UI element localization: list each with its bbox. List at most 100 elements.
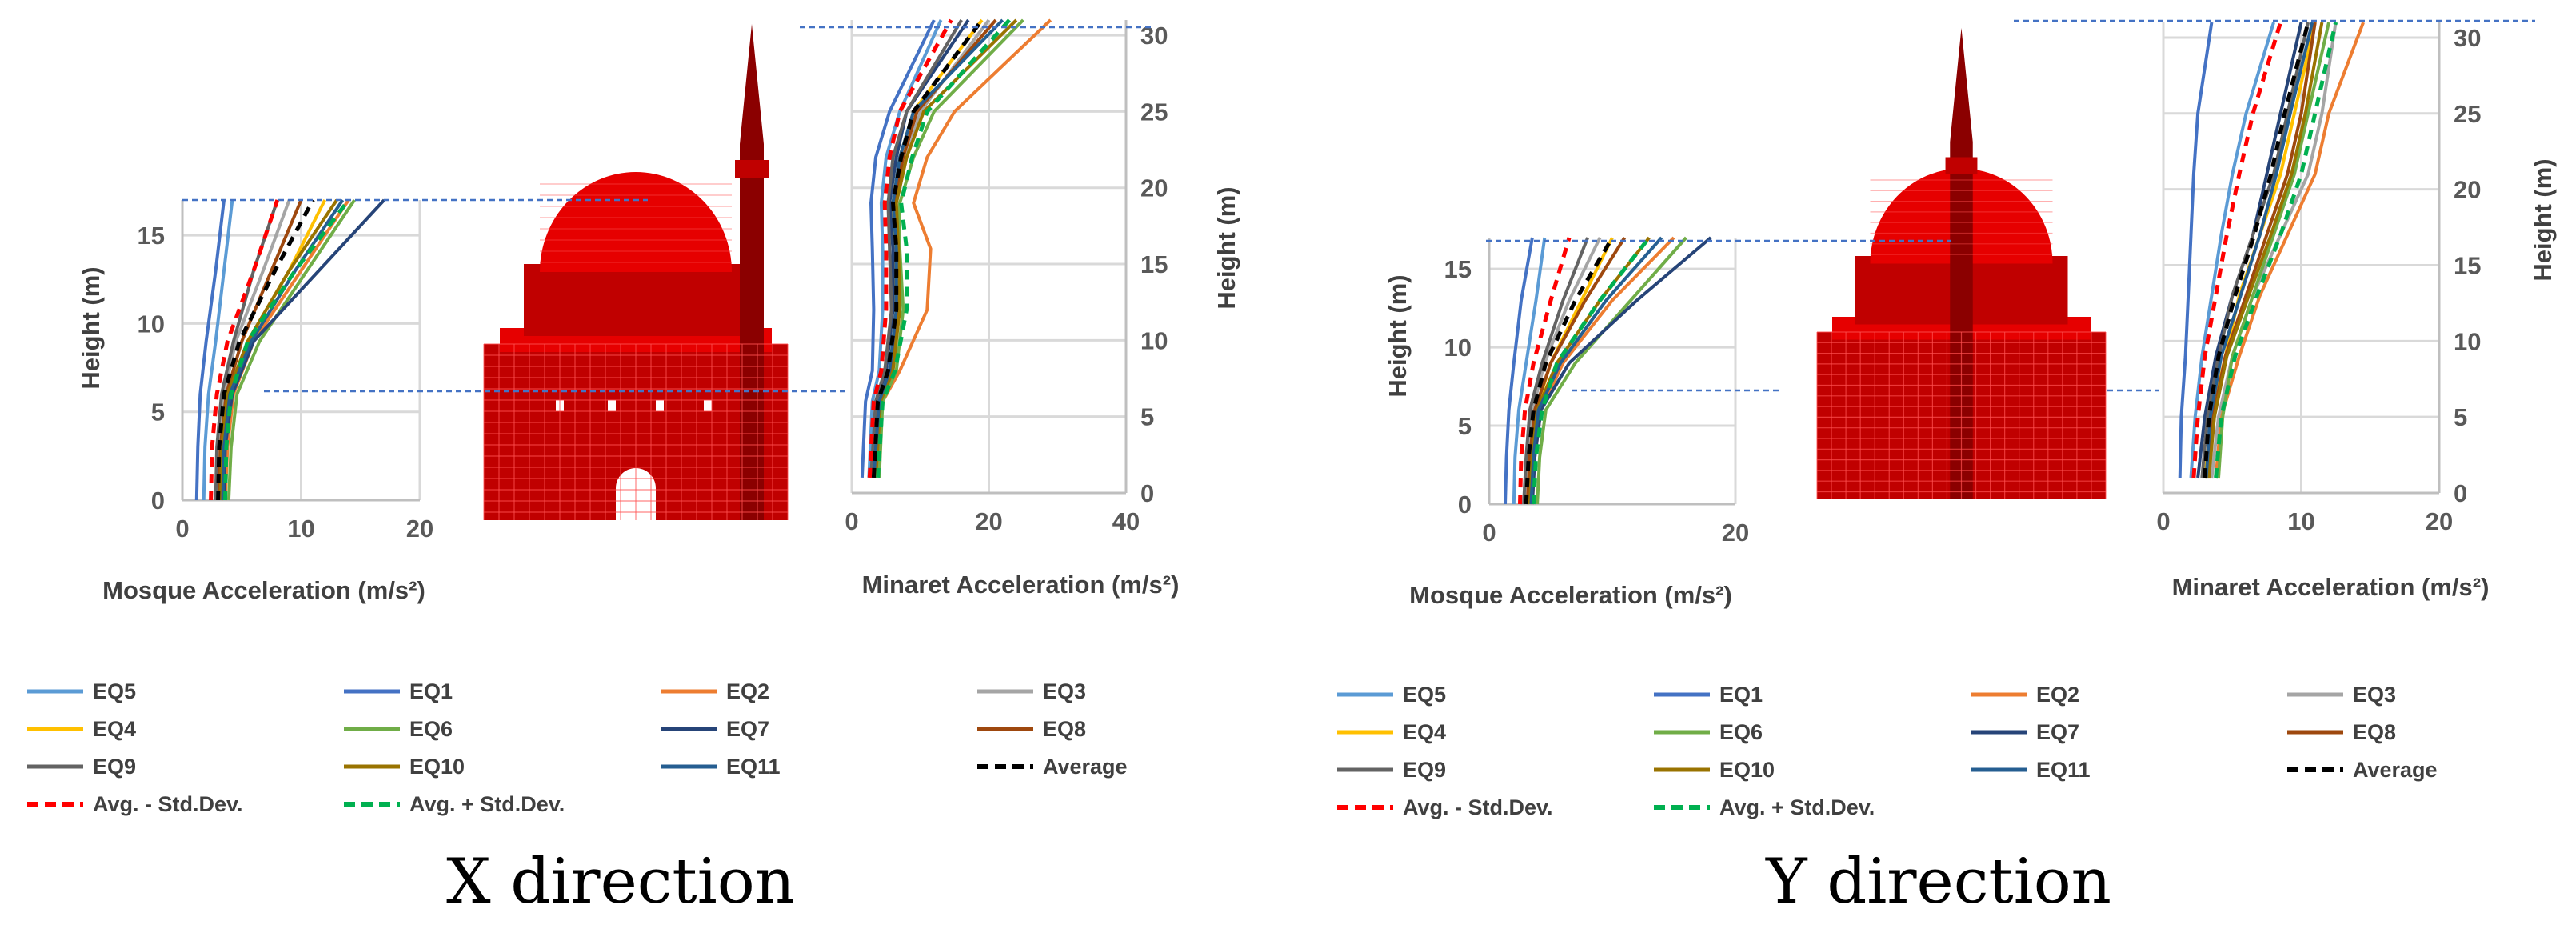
y-minaret-series-avg-std-dev	[2214, 22, 2338, 479]
y-mosque-chart: 0 5 10 15 0 20 Mosque Acceleration (m/s²) Hei…	[1384, 236, 1749, 609]
x-mosque-chart: 0 5 10 15 0 10 20 Mosque Acceleration (m/s²) H…	[77, 198, 433, 604]
y-minaret-ylabel: Height (m)	[2529, 158, 2557, 281]
legend-label-eq11: EQ11	[726, 755, 781, 779]
y-mosque-ytick-label: 15	[1444, 255, 1472, 283]
y-mosque-ylabel: Height (m)	[1384, 274, 1412, 397]
x-mosque-series-avg-std-dev	[223, 198, 350, 501]
y-minaret-ytick-label: 0	[2454, 479, 2467, 507]
x-minaret-ytick-label: 0	[1140, 479, 1154, 507]
y-minaret-ytick-label: 10	[2454, 327, 2481, 355]
legend-label-eq2: EQ2	[726, 679, 769, 703]
y-minaret-series-eq10	[2207, 22, 2324, 479]
y-minaret-xtick-label: 10	[2287, 507, 2314, 535]
legend-label-avg-std-dev: Avg. + Std.Dev.	[1719, 795, 1875, 819]
legend-label-eq10: EQ10	[1719, 758, 1775, 782]
x-mosque-series-eq6	[226, 198, 356, 501]
legend-label-average: Average	[2353, 758, 2438, 782]
caption-y-direction: Y direction	[1765, 846, 2111, 918]
model-window	[704, 400, 712, 411]
model-minaret-spire	[740, 24, 764, 144]
y-minaret-series-eq1	[2178, 22, 2214, 479]
legend-label-eq5: EQ5	[1403, 683, 1446, 707]
legend-label-eq11: EQ11	[2036, 758, 2091, 782]
y-minaret-xtick-label: 20	[2426, 507, 2453, 535]
y-mosque-ytick-label: 0	[1458, 491, 1472, 519]
model-minaret-spire	[1950, 28, 1973, 142]
x-mosque-series-eq9	[214, 199, 279, 501]
y-mosque-series-eq9	[1522, 237, 1590, 505]
legend-x-direction: EQ5 EQ1 EQ2 EQ3 EQ4 EQ6 EQ7 EQ8 EQ9 EQ10 EQ11 Avera…	[27, 679, 1128, 816]
legend-label-eq1: EQ1	[1719, 683, 1763, 707]
x-minaret-xtick-label: 40	[1112, 507, 1140, 535]
x-minaret-series-eq9	[869, 18, 963, 479]
mosque-model-x-view	[483, 24, 789, 520]
mosque-model-y-view	[1816, 28, 2107, 499]
caption-x-direction: X direction	[446, 846, 795, 918]
x-minaret-series-avg-std-dev	[867, 18, 953, 479]
x-minaret-series-avg-std-dev	[876, 18, 1012, 479]
x-mosque-xlabel: Mosque Acceleration (m/s²)	[102, 576, 425, 604]
y-mosque-series-eq1	[1504, 237, 1534, 505]
y-minaret-ytick-label: 25	[2454, 100, 2481, 128]
legend-label-eq3: EQ3	[1043, 679, 1086, 703]
model-window	[656, 400, 664, 411]
legend-label-eq4: EQ4	[1403, 720, 1446, 744]
legend-label-eq4: EQ4	[93, 717, 136, 741]
x-minaret-ytick-label: 20	[1140, 174, 1168, 202]
x-minaret-ylabel: Height (m)	[1212, 186, 1240, 309]
x-minaret-ytick-label: 5	[1140, 403, 1154, 431]
y-minaret-ytick-label: 30	[2454, 24, 2481, 52]
y-minaret-xlabel: Minaret Acceleration (m/s²)	[2172, 573, 2490, 601]
y-mosque-series-average	[1524, 236, 1615, 505]
y-mosque-series-eq11	[1529, 236, 1663, 505]
y-mosque-xtick-label: 20	[1722, 519, 1749, 547]
x-minaret-xtick-label: 0	[845, 507, 858, 535]
y-minaret-ytick-label: 20	[2454, 176, 2481, 204]
legend-label-eq6: EQ6	[409, 717, 453, 741]
x-mosque-series-average	[216, 198, 315, 501]
x-mosque-xtick-label: 0	[175, 515, 189, 543]
x-minaret-xlabel: Minaret Acceleration (m/s²)	[862, 571, 1180, 599]
x-minaret-xtick-label: 20	[975, 507, 1002, 535]
legend-label-eq8: EQ8	[2353, 720, 2396, 744]
y-minaret-series-average	[2203, 22, 2310, 479]
x-mosque-ytick-label: 15	[138, 222, 165, 250]
y-mosque-ytick-label: 5	[1458, 412, 1472, 440]
legend-label-eq8: EQ8	[1043, 717, 1086, 741]
y-minaret-chart: 0 5 10 15 20 25 30 0 10 20 Minaret Acceleration (…	[2156, 22, 2557, 601]
legend-label-eq3: EQ3	[2353, 683, 2396, 707]
model-window	[608, 400, 616, 411]
model-dome	[540, 172, 732, 272]
y-minaret-xtick-label: 0	[2156, 507, 2170, 535]
legend-label-eq9: EQ9	[93, 755, 136, 779]
y-minaret-ytick-label: 15	[2454, 251, 2481, 279]
x-mosque-series-eq5	[202, 199, 234, 501]
y-minaret-series-eq2	[2214, 22, 2365, 479]
legend-label-eq2: EQ2	[2036, 683, 2079, 707]
x-minaret-series-average	[871, 18, 984, 479]
y-mosque-ytick-label: 10	[1444, 334, 1472, 362]
model-minaret-balcony	[735, 160, 769, 178]
legend-label-avg-std-dev: Avg. + Std.Dev.	[409, 792, 565, 816]
x-minaret-ytick-label: 25	[1140, 98, 1168, 126]
height-guide-lines	[182, 19, 2535, 393]
x-minaret-ytick-label: 15	[1140, 250, 1168, 278]
x-minaret-ytick-label: 30	[1140, 22, 1168, 50]
x-mosque-ytick-label: 5	[151, 398, 165, 426]
legend-label-eq10: EQ10	[409, 755, 465, 779]
y-mosque-series-avg-std-dev	[1518, 237, 1572, 505]
x-mosque-xtick-label: 10	[287, 515, 314, 543]
legend-y-direction: EQ5 EQ1 EQ2 EQ3 EQ4 EQ6 EQ7 EQ8 EQ9 EQ10 EQ11 Avera…	[1337, 683, 2438, 819]
legend-label-eq7: EQ7	[2036, 720, 2079, 744]
legend-label-eq1: EQ1	[409, 679, 453, 703]
y-mosque-series-eq6	[1536, 236, 1687, 505]
y-minaret-series-avg-std-dev	[2191, 22, 2282, 479]
x-minaret-chart: 0 5 10 15 20 25 30 0 20 40 Minaret Acceleration (…	[845, 18, 1240, 599]
legend-label-eq6: EQ6	[1719, 720, 1763, 744]
y-mosque-xtick-label: 0	[1482, 519, 1496, 547]
y-minaret-series-eq5	[2189, 22, 2275, 479]
legend-label-avg-std-dev: Avg. - Std.Dev.	[93, 792, 243, 816]
legend-label-eq7: EQ7	[726, 717, 769, 741]
x-mosque-ylabel: Height (m)	[77, 266, 105, 389]
